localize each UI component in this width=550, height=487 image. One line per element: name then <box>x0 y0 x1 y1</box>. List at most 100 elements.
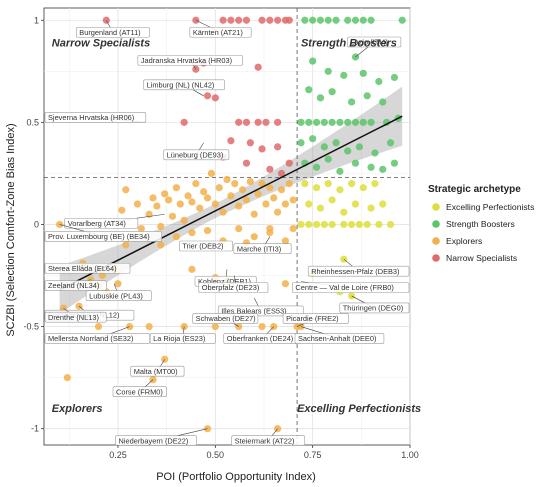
label-text: Mellersta Norrland (SE32) <box>48 334 133 343</box>
label-text: Lüneburg (DE93) <box>167 150 224 159</box>
point-explorers <box>235 202 243 210</box>
region-label: Corse (FRM0) <box>112 379 167 397</box>
label-box <box>130 365 185 377</box>
label-box <box>112 386 167 397</box>
point-explorers <box>188 265 196 273</box>
point-narrow-specialists <box>277 169 286 178</box>
point-excelling-perfectionists <box>316 204 325 212</box>
label-box <box>44 231 162 242</box>
point-narrow-specialists <box>227 16 235 24</box>
region-label: Kärnten (AT21) <box>189 19 252 38</box>
label-text: La Rioja (ES23) <box>153 334 205 343</box>
point-strength-boosters <box>320 143 328 151</box>
point-explorers <box>157 222 165 231</box>
label-box <box>44 311 107 323</box>
point-strength-boosters <box>305 118 313 126</box>
label-box <box>292 282 410 293</box>
point-strength-boosters <box>371 149 379 157</box>
label-box <box>198 282 269 293</box>
label-text: Sjeverna Hrvatska (HR06) <box>48 113 134 122</box>
region-label: Niederbayern (DE22) <box>115 428 208 446</box>
label-box <box>179 240 234 252</box>
point-narrow-specialists <box>266 16 274 24</box>
point-strength-boosters <box>312 163 321 171</box>
label-text: Jadranska Hrvatska (HR03) <box>141 56 232 65</box>
quadrant-label: Excelling Perfectionists <box>297 403 421 415</box>
y-tick-label: 0 <box>34 219 39 229</box>
legend-label: Excelling Perfectionists <box>446 202 534 212</box>
region-label: Lüneburg (DE93) <box>163 142 230 161</box>
label-box <box>44 262 131 274</box>
point-explorers <box>215 184 223 192</box>
point-explorers <box>122 241 130 249</box>
point-explorers <box>238 186 247 194</box>
point-explorers <box>211 200 219 208</box>
point-explorers <box>254 190 262 198</box>
region-label: Burgenland (AT11) <box>75 20 150 38</box>
point-excelling-perfectionists <box>351 200 360 208</box>
point-explorers <box>172 184 180 192</box>
point-explorers <box>200 188 208 196</box>
point-explorers <box>289 196 297 204</box>
region-label: Zeeland (NL34) <box>44 279 107 291</box>
regression-line <box>59 115 403 291</box>
point-narrow-specialists <box>242 16 251 24</box>
point-explorers <box>281 237 290 245</box>
point-explorers <box>168 212 177 220</box>
point-narrow-specialists <box>203 92 212 100</box>
point-explorers <box>180 216 188 224</box>
point-explorers <box>137 224 145 233</box>
point-strength-boosters <box>336 167 344 175</box>
label-text: Trier (DEB2) <box>182 242 223 251</box>
legend-label: Narrow Specialists <box>446 253 517 263</box>
point-strength-boosters <box>351 16 360 24</box>
point-excelling-perfectionists <box>371 180 379 188</box>
point-explorers <box>262 200 270 208</box>
label-text: Lazio (ITI4) <box>350 38 387 47</box>
point-explorers <box>153 202 161 210</box>
point-excelling-perfectionists <box>305 220 313 229</box>
point-explorers <box>242 196 251 204</box>
label-text: Picardie (FRE2) <box>286 314 339 323</box>
point-explorers <box>266 224 274 233</box>
point-explorers <box>274 208 282 216</box>
point-excelling-perfectionists <box>340 220 348 229</box>
point-strength-boosters <box>309 135 317 143</box>
point-explorers <box>114 280 122 288</box>
label-text: Malta (MT00) <box>134 367 178 376</box>
label-text: Vorarlberg (AT34) <box>68 219 126 228</box>
point-explorers <box>281 200 290 208</box>
legend-swatch <box>432 254 440 262</box>
point-narrow-specialists <box>246 139 254 147</box>
point-excelling-perfectionists <box>379 200 387 208</box>
point-narrow-specialists <box>235 16 243 24</box>
point-strength-boosters <box>324 67 332 75</box>
region-label: Jadranska Hrvatska (HR03) <box>137 54 243 70</box>
point-excelling-perfectionists <box>347 220 356 229</box>
axes: 0.25 0.50 0.75 1.00 -1 -0.5 0 0.5 1 <box>23 15 418 460</box>
region-label: Sachsen-Anhalt (DEE0) <box>294 326 385 344</box>
point-explorers <box>207 169 216 178</box>
region-label: La Rioja (ES23) <box>149 326 216 344</box>
point-strength-boosters <box>344 147 352 155</box>
region-label: Marche (ITI3) <box>233 236 292 255</box>
point-explorers <box>266 184 274 192</box>
point-explorers <box>192 180 200 188</box>
region-label: Schwaben (DE27) <box>192 313 259 327</box>
label-text: Oberpfalz (DE23) <box>202 283 260 292</box>
point-strength-boosters <box>375 77 383 86</box>
label-box <box>64 217 139 229</box>
label-box <box>137 54 243 66</box>
point-strength-boosters <box>309 16 317 24</box>
point-strength-boosters <box>320 118 328 126</box>
region-label: Centre — Val de Loire (FRB0) <box>292 281 410 293</box>
label-box <box>44 280 107 291</box>
point-strength-boosters <box>340 71 348 79</box>
point-explorers <box>149 194 157 202</box>
point-explorers <box>231 180 239 188</box>
region-label: Malta (MT00) <box>130 359 185 377</box>
point-strength-boosters <box>390 73 399 82</box>
point-explorers <box>277 186 286 194</box>
point-explorers <box>203 194 212 202</box>
point-strength-boosters <box>386 139 395 147</box>
